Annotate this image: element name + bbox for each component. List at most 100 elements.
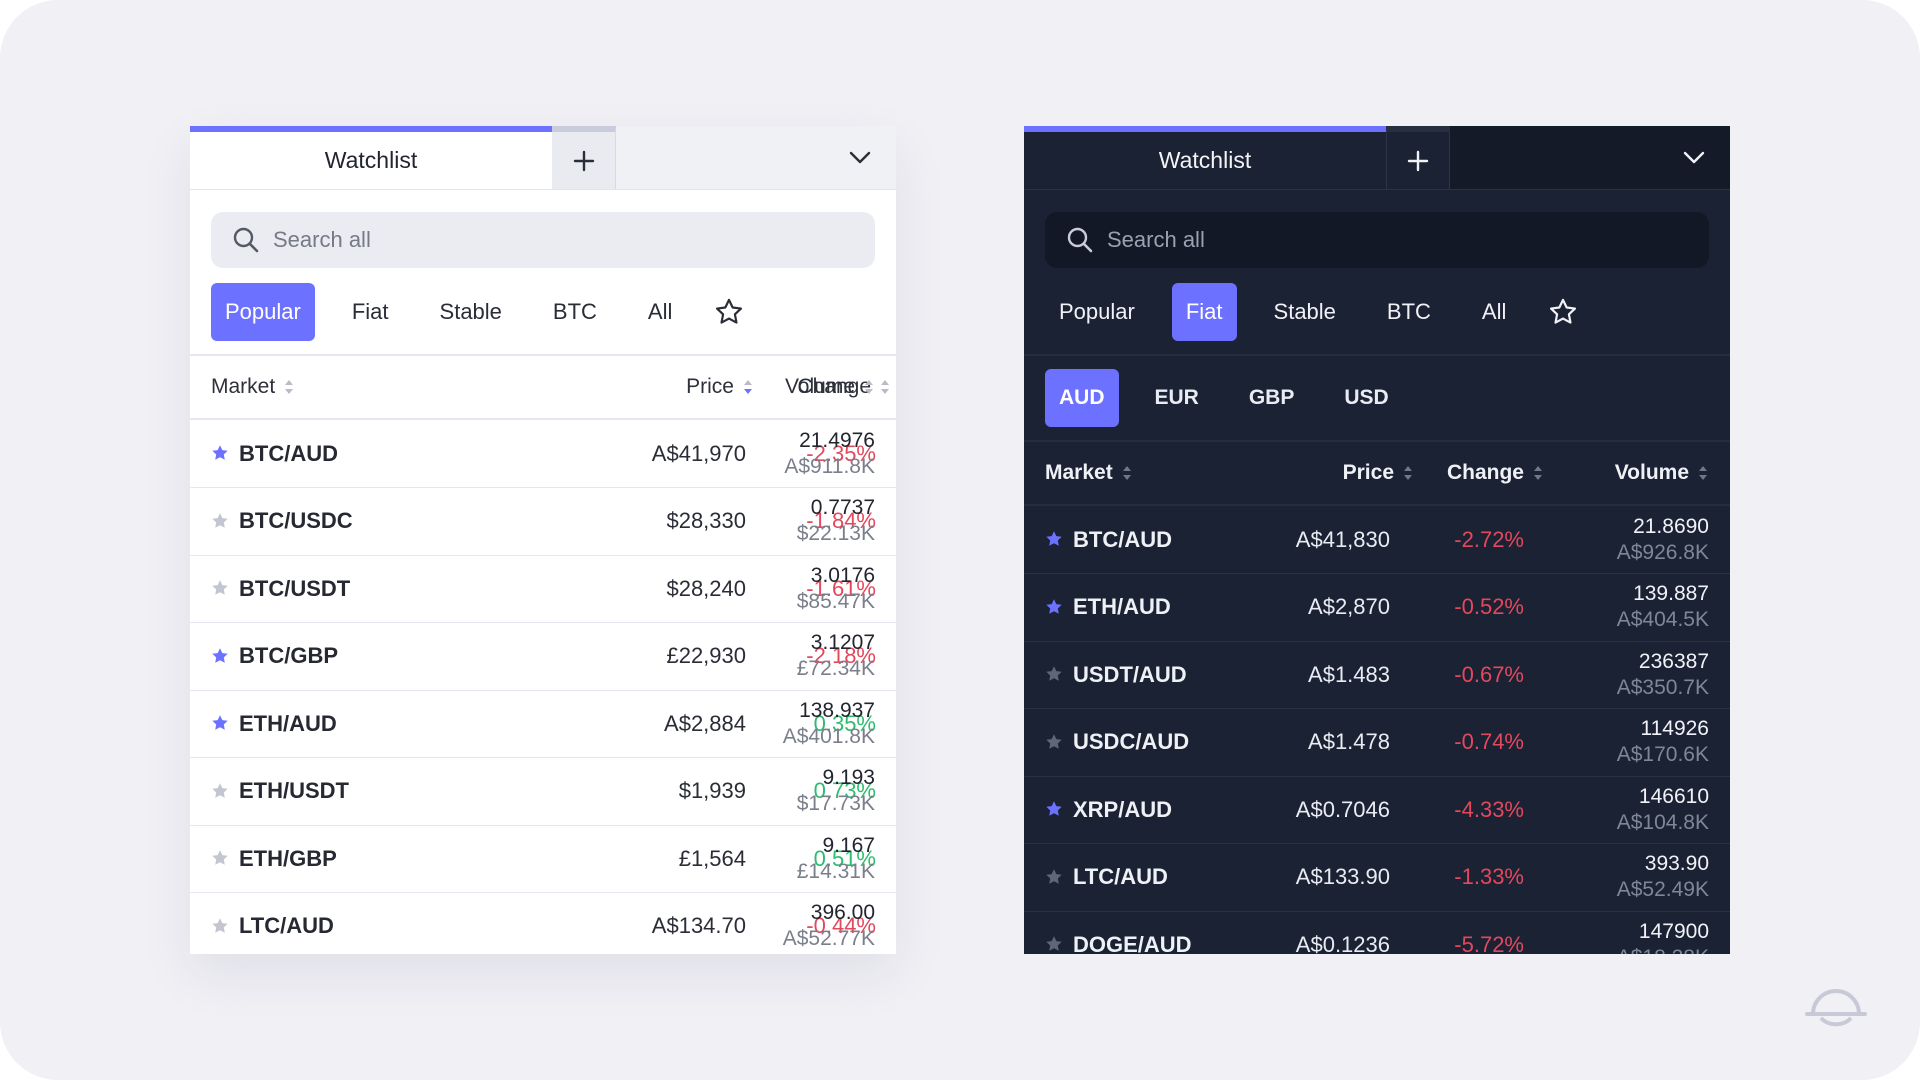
filter-tabs: Popular Fiat Stable BTC All: [1045, 283, 1606, 341]
table-row[interactable]: USDT/AUD A$1.483 -0.67% 236387 A$350.7K: [1024, 641, 1730, 709]
star-filled-icon[interactable]: [1045, 598, 1063, 616]
star-outline-icon: [1549, 298, 1577, 326]
volume-value: £14.31K: [796, 859, 875, 883]
currency-eur[interactable]: EUR: [1154, 386, 1199, 409]
change-value: -0.44%: [806, 913, 876, 938]
price-value: £22,930: [666, 643, 746, 668]
star-outline-icon: [715, 298, 743, 326]
tab-menu-button[interactable]: [838, 126, 882, 189]
filter-fiat[interactable]: Fiat: [351, 299, 389, 324]
table-row[interactable]: ETH/AUD A$2,870 -0.52% 139.887 A$404.5K: [1024, 574, 1730, 642]
tab-watchlist-label: Watchlist: [1158, 147, 1252, 173]
table-row[interactable]: USDC/AUD A$1.478 -0.74% 114926 A$170.6K: [1024, 709, 1730, 777]
change-value: -0.74%: [1454, 729, 1524, 754]
add-tab-button[interactable]: [552, 126, 616, 189]
volume-value: A$404.5K: [1616, 608, 1709, 631]
column-market[interactable]: Market: [1045, 442, 1133, 504]
column-price-label: Price: [686, 375, 734, 398]
change-value: -0.52%: [1454, 594, 1524, 619]
table-row[interactable]: BTC/AUD A$41,830 -2.72% 21.8690 A$926.8K: [1024, 506, 1730, 574]
currency-aud[interactable]: AUD: [1045, 369, 1119, 427]
search-input[interactable]: Search all: [1045, 212, 1709, 268]
star-icon[interactable]: [1045, 868, 1063, 886]
star-filled-icon[interactable]: [1045, 530, 1063, 548]
star-filled-icon[interactable]: [211, 714, 229, 732]
market-pair: USDC/AUD: [1073, 729, 1190, 754]
column-market-label: Market: [211, 375, 276, 398]
star-filled-icon[interactable]: [211, 444, 229, 462]
star-filled-icon[interactable]: [211, 647, 229, 665]
column-price[interactable]: Price: [1284, 442, 1414, 504]
star-icon[interactable]: [211, 849, 229, 867]
volume-value: £72.34K: [796, 657, 875, 680]
table-row[interactable]: ETH/USDT $1,939 0.73% 9.193 $17.73K: [190, 758, 896, 826]
change-value: -1.33%: [1454, 864, 1524, 889]
table-row[interactable]: ETH/GBP £1,564 0.51% 9.167 £14.31K: [190, 825, 896, 893]
volume-cell: 396.00 A$52.77K: [783, 893, 875, 955]
star-icon[interactable]: [1045, 665, 1063, 683]
divider: [190, 354, 896, 356]
table-row[interactable]: XRP/AUD A$0.7046 -4.33% 146610 A$104.8K: [1024, 776, 1730, 844]
column-market[interactable]: Market: [211, 356, 295, 418]
favorites-filter[interactable]: [709, 283, 749, 341]
star-icon[interactable]: [211, 917, 229, 935]
star-icon[interactable]: [1045, 733, 1063, 751]
volume-cell: 9.193 $17.73K: [797, 758, 875, 825]
star-icon[interactable]: [211, 782, 229, 800]
filter-stable[interactable]: Stable: [1273, 299, 1336, 324]
filter-tabs: Popular Fiat Stable BTC All: [211, 283, 772, 341]
favorites-filter[interactable]: [1543, 283, 1583, 341]
add-tab-button[interactable]: [1386, 126, 1450, 189]
tab-watchlist[interactable]: Watchlist: [1024, 126, 1386, 189]
volume-value: $17.73K: [796, 792, 875, 815]
star-icon[interactable]: [1045, 935, 1063, 953]
volume-amount: 9.193: [822, 766, 875, 789]
volume-cell: 21.8690 A$926.8K: [1617, 506, 1709, 573]
tab-watchlist[interactable]: Watchlist: [190, 126, 552, 189]
tab-menu-button[interactable]: [1672, 126, 1716, 189]
market-pair: BTC/USDC: [239, 508, 353, 533]
filter-popular[interactable]: Popular: [1059, 299, 1135, 324]
change-value: -1.61%: [806, 575, 876, 601]
star-icon[interactable]: [211, 512, 229, 530]
currency-gbp[interactable]: GBP: [1248, 386, 1295, 409]
table-row[interactable]: DOGE/AUD A$0.1236 -5.72% 147900 A$18.28K: [1024, 911, 1730, 954]
table-row[interactable]: ETH/AUD A$2,884 0.35% 138.937 A$401.8K: [190, 690, 896, 758]
table-row[interactable]: LTC/AUD A$134.70 -0.44% 396.00 A$52.77K: [190, 893, 896, 955]
star-icon[interactable]: [211, 579, 229, 597]
sort-icon: [1697, 464, 1709, 482]
volume-value: $22.13K: [796, 522, 875, 545]
sort-icon: [283, 378, 295, 396]
filter-popular[interactable]: Popular: [211, 283, 315, 341]
filter-btc[interactable]: BTC: [552, 299, 597, 324]
search-input[interactable]: Search all: [211, 212, 875, 268]
volume-cell: 114926 A$170.6K: [1617, 709, 1709, 776]
price-value: $1,939: [678, 778, 746, 803]
column-volume[interactable]: Volume: [1615, 442, 1709, 504]
divider: [1024, 504, 1730, 506]
filter-fiat[interactable]: Fiat: [1171, 283, 1237, 341]
volume-amount: 147900: [1638, 919, 1709, 943]
volume-value: A$104.8K: [1616, 810, 1709, 834]
volume-amount: 0.7737: [810, 496, 875, 519]
change-value: 0.73%: [813, 778, 876, 803]
volume-amount: 138.937: [799, 698, 875, 722]
column-price[interactable]: Price: [483, 356, 754, 418]
filter-btc[interactable]: BTC: [1386, 299, 1431, 324]
table-row[interactable]: LTC/AUD A$133.90 -1.33% 393.90 A$52.49K: [1024, 844, 1730, 912]
table-row[interactable]: BTC/AUD A$41,970 -2.35% 21.4976 A$911.8K: [190, 420, 896, 488]
star-filled-icon[interactable]: [1045, 800, 1063, 818]
table-row[interactable]: BTC/USDT $28,240 -1.61% 3.0176 $85.47K: [190, 555, 896, 623]
filter-all[interactable]: All: [647, 299, 673, 324]
change-value: -5.72%: [1454, 931, 1524, 955]
volume-cell: 139.887 A$404.5K: [1617, 574, 1709, 641]
column-volume[interactable]: Volume: [785, 356, 875, 418]
column-change[interactable]: Change: [728, 356, 891, 418]
table-row[interactable]: BTC/GBP £22,930 -2.18% 3.1207 £72.34K: [190, 623, 896, 691]
filter-stable[interactable]: Stable: [439, 299, 502, 324]
column-change[interactable]: Change: [1414, 442, 1544, 504]
filter-all[interactable]: All: [1481, 299, 1507, 324]
currency-usd[interactable]: USD: [1344, 386, 1389, 409]
table-row[interactable]: BTC/USDC $28,330 -1.84% 0.7737 $22.13K: [190, 488, 896, 556]
market-pair: USDT/AUD: [1073, 661, 1187, 687]
